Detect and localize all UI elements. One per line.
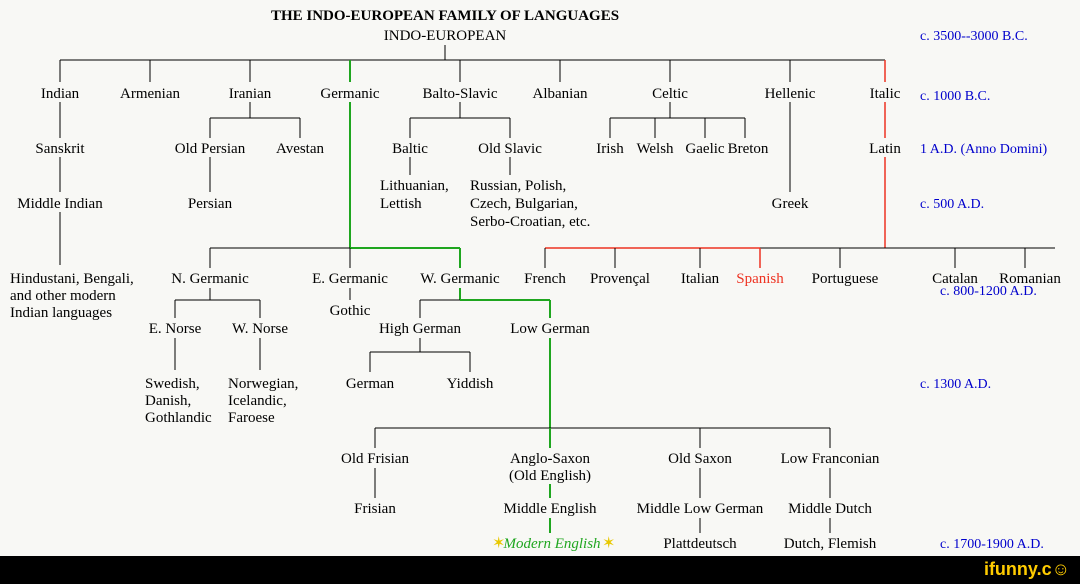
e-norse: E. Norse bbox=[149, 321, 202, 337]
lettish: Lettish bbox=[380, 196, 422, 212]
branch-indian: Indian bbox=[41, 86, 80, 102]
row2: Indian Armenian Iranian Germanic Balto-S… bbox=[41, 60, 901, 102]
middle-dutch: Middle Dutch bbox=[788, 501, 872, 517]
time-6: c. 1300 A.D. bbox=[920, 377, 991, 392]
greek: Greek bbox=[772, 196, 809, 212]
time-3: 1 A.D. (Anno Domini) bbox=[920, 142, 1048, 157]
slavic1: Russian, Polish, bbox=[470, 178, 566, 194]
gaelic: Gaelic bbox=[685, 141, 724, 157]
swedish: Swedish, bbox=[145, 376, 200, 392]
n-germanic: N. Germanic bbox=[171, 271, 249, 287]
branch-italic: Italic bbox=[870, 86, 901, 102]
branch-germanic: Germanic bbox=[320, 86, 379, 102]
frisian: Frisian bbox=[354, 501, 396, 517]
root-node: INDO-EUROPEAN bbox=[384, 28, 507, 44]
smile-icon: ☺ bbox=[1052, 559, 1070, 579]
anglo-saxon: Anglo-Saxon bbox=[510, 451, 590, 467]
spanish: Spanish bbox=[736, 271, 784, 287]
branch-celtic: Celtic bbox=[652, 86, 688, 102]
low-german: Low German bbox=[510, 321, 590, 337]
icelandic: Icelandic, bbox=[228, 393, 287, 409]
latin: Latin bbox=[869, 141, 901, 157]
hindu2: and other modern bbox=[10, 288, 116, 304]
old-frisian: Old Frisian bbox=[341, 451, 409, 467]
middle-low-german: Middle Low German bbox=[637, 501, 764, 517]
norwegian: Norwegian, bbox=[228, 376, 298, 392]
slavic2: Czech, Bulgarian, bbox=[470, 196, 578, 212]
yiddish: Yiddish bbox=[447, 376, 494, 392]
middle-indian: Middle Indian bbox=[17, 196, 103, 212]
old-persian: Old Persian bbox=[175, 141, 246, 157]
time-7: c. 1700-1900 A.D. bbox=[940, 537, 1044, 552]
plattdeutsch: Plattdeutsch bbox=[663, 536, 737, 552]
footer-text: ifunny.c bbox=[984, 559, 1052, 579]
footer-bar: ifunny.c☺ bbox=[0, 556, 1080, 584]
gothic: Gothic bbox=[330, 303, 371, 319]
sanskrit: Sanskrit bbox=[35, 141, 85, 157]
breton: Breton bbox=[728, 141, 769, 157]
french: French bbox=[524, 271, 566, 287]
branch-armenian: Armenian bbox=[120, 86, 180, 102]
persian: Persian bbox=[188, 196, 233, 212]
oldslavic: Old Slavic bbox=[478, 141, 542, 157]
faroese: Faroese bbox=[228, 410, 275, 426]
footer-logo: ifunny.c☺ bbox=[984, 559, 1070, 580]
hindu3: Indian languages bbox=[10, 305, 112, 321]
branch-albanian: Albanian bbox=[533, 86, 588, 102]
high-german: High German bbox=[379, 321, 462, 337]
avestan: Avestan bbox=[276, 141, 325, 157]
slavic3: Serbo-Croatian, etc. bbox=[470, 214, 590, 230]
catalan: Catalan bbox=[932, 271, 978, 287]
danish: Danish, bbox=[145, 393, 191, 409]
baltic: Baltic bbox=[392, 141, 428, 157]
w-germanic: W. Germanic bbox=[420, 271, 500, 287]
german: German bbox=[346, 376, 395, 392]
old-saxon: Old Saxon bbox=[668, 451, 732, 467]
time-4: c. 500 A.D. bbox=[920, 197, 984, 212]
modern-english: Modern English bbox=[502, 536, 600, 552]
branch-baltoslavic: Balto-Slavic bbox=[423, 86, 498, 102]
time-1: c. 3500--3000 B.C. bbox=[920, 29, 1028, 44]
gothlandic: Gothlandic bbox=[145, 410, 212, 426]
portuguese: Portuguese bbox=[812, 271, 879, 287]
middle-english: Middle English bbox=[504, 501, 597, 517]
star-right-icon: ✶ bbox=[602, 535, 615, 552]
title: THE INDO-EUROPEAN FAMILY OF LANGUAGES bbox=[271, 8, 619, 24]
welsh: Welsh bbox=[636, 141, 674, 157]
irish: Irish bbox=[596, 141, 624, 157]
dutch-flemish: Dutch, Flemish bbox=[784, 536, 877, 552]
e-germanic: E. Germanic bbox=[312, 271, 388, 287]
branch-iranian: Iranian bbox=[229, 86, 272, 102]
branch-hellenic: Hellenic bbox=[765, 86, 816, 102]
italian: Italian bbox=[681, 271, 720, 287]
provencal: Provençal bbox=[590, 271, 650, 287]
romanian: Romanian bbox=[999, 271, 1061, 287]
time-2: c. 1000 B.C. bbox=[920, 89, 990, 104]
hindu1: Hindustani, Bengali, bbox=[10, 271, 134, 287]
anglo-saxon2: (Old English) bbox=[509, 468, 591, 484]
lithuanian: Lithuanian, bbox=[380, 178, 449, 194]
w-norse: W. Norse bbox=[232, 321, 288, 337]
low-franconian: Low Franconian bbox=[781, 451, 880, 467]
